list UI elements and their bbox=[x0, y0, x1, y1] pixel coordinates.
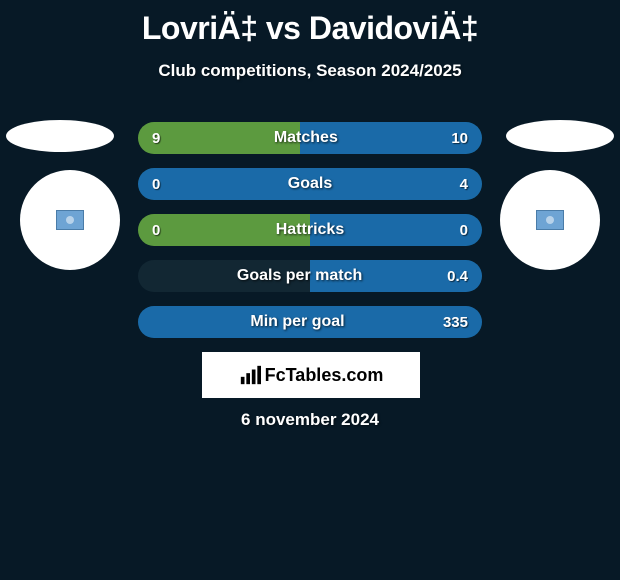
stat-right-value: 10 bbox=[451, 130, 468, 147]
stat-label: Matches bbox=[160, 129, 451, 147]
subtitle: Club competitions, Season 2024/2025 bbox=[0, 61, 620, 81]
placeholder-icon bbox=[536, 210, 564, 230]
ellipse-left bbox=[6, 120, 114, 152]
stat-row-hattricks: 0 Hattricks 0 bbox=[138, 214, 482, 246]
brand-label: FcTables.com bbox=[265, 365, 384, 386]
stat-right-value: 4 bbox=[460, 176, 468, 193]
stat-label: Goals bbox=[160, 175, 459, 193]
stat-row-matches: 9 Matches 10 bbox=[138, 122, 482, 154]
stat-right-value: 335 bbox=[443, 314, 468, 331]
page-title: LovriÄ‡ vs DavidoviÄ‡ bbox=[0, 0, 620, 47]
stat-right-value: 0.4 bbox=[447, 268, 468, 285]
stat-right-value: 0 bbox=[460, 222, 468, 239]
player-avatar-left bbox=[20, 170, 120, 270]
chart-bars-icon bbox=[239, 364, 261, 386]
stat-label: Goals per match bbox=[152, 267, 447, 285]
date-label: 6 november 2024 bbox=[0, 410, 620, 430]
stat-label: Min per goal bbox=[152, 313, 443, 331]
stats-container: 9 Matches 10 0 Goals 4 0 Hattricks 0 Goa… bbox=[138, 122, 482, 352]
stat-row-min-per-goal: Min per goal 335 bbox=[138, 306, 482, 338]
stat-left-value: 0 bbox=[152, 222, 160, 239]
stat-row-goals-per-match: Goals per match 0.4 bbox=[138, 260, 482, 292]
stat-row-goals: 0 Goals 4 bbox=[138, 168, 482, 200]
placeholder-icon bbox=[56, 210, 84, 230]
player-avatar-right bbox=[500, 170, 600, 270]
ellipse-right bbox=[506, 120, 614, 152]
brand-box[interactable]: FcTables.com bbox=[202, 352, 420, 398]
stat-label: Hattricks bbox=[160, 221, 459, 239]
stat-left-value: 0 bbox=[152, 176, 160, 193]
stat-left-value: 9 bbox=[152, 130, 160, 147]
